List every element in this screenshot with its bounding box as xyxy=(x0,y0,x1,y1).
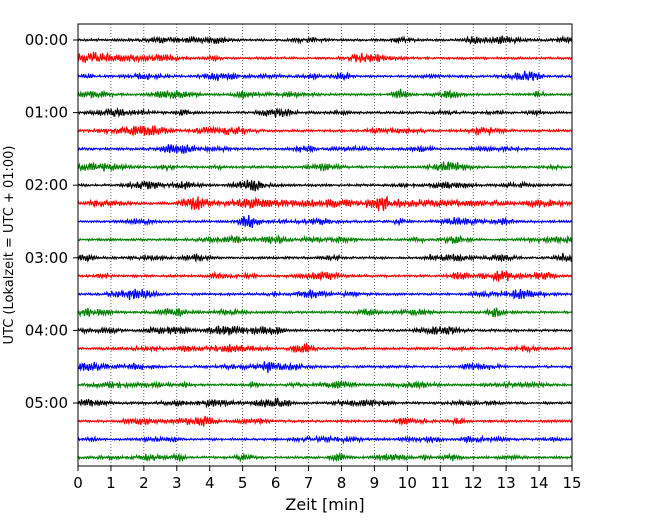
x-tick-label: 14 xyxy=(530,474,549,492)
seismogram-trace xyxy=(77,194,573,212)
seismogram-trace xyxy=(77,397,573,409)
x-tick-label: 7 xyxy=(304,474,314,492)
seismogram-trace xyxy=(77,234,573,245)
seismogram-trace xyxy=(77,144,573,155)
seismogram-trace xyxy=(77,270,573,283)
seismogram-traces xyxy=(77,34,573,463)
seismogram-trace xyxy=(77,161,573,173)
x-tick-label: 15 xyxy=(562,474,581,492)
x-tick-label: 2 xyxy=(139,474,149,492)
y-tick-label: 00:00 xyxy=(25,31,68,49)
x-tick-label: 0 xyxy=(73,474,83,492)
seismogram-trace xyxy=(77,415,573,427)
y-tick-label: 02:00 xyxy=(25,176,68,194)
x-tick-label: 5 xyxy=(238,474,248,492)
seismogram-trace xyxy=(77,125,573,138)
x-tick-label: 12 xyxy=(464,474,483,492)
seismogram-trace xyxy=(77,325,573,336)
seismogram-trace xyxy=(77,51,573,64)
seismogram-trace xyxy=(77,288,573,301)
x-tick-label: 13 xyxy=(497,474,516,492)
seismogram-trace xyxy=(77,307,573,318)
seismogram-trace xyxy=(77,106,573,119)
x-axis-label: Zeit [min] xyxy=(285,495,364,514)
x-tick-label: 11 xyxy=(431,474,450,492)
x-tick-label: 9 xyxy=(370,474,380,492)
x-tick-label: 6 xyxy=(271,474,281,492)
x-tick-label: 8 xyxy=(337,474,347,492)
seismogram-trace xyxy=(77,451,573,463)
seismogram-trace xyxy=(77,252,573,264)
seismogram-trace xyxy=(77,434,573,445)
seismogram-trace xyxy=(77,215,573,229)
y-tick-label: 03:00 xyxy=(25,249,68,267)
y-tick-label: 01:00 xyxy=(25,104,68,122)
x-tick-label: 4 xyxy=(205,474,215,492)
y-axis-label: UTC (Lokalzeit = UTC + 01:00) xyxy=(2,146,17,345)
x-tick-label: 1 xyxy=(106,474,116,492)
plot-frame xyxy=(77,23,573,467)
seismogram-trace xyxy=(77,179,573,192)
seismogram-trace xyxy=(77,342,573,354)
seismogram-trace xyxy=(77,70,573,82)
x-tick-label: 3 xyxy=(172,474,182,492)
seismogram-trace xyxy=(77,379,573,390)
seismogram-trace xyxy=(77,88,573,100)
seismogram-trace xyxy=(77,361,573,373)
y-tick-label: 04:00 xyxy=(25,321,68,339)
seismogram-trace xyxy=(77,34,573,46)
y-axis-ticks: 00:00 01:00 02:00 03:00 04:00 05:00 xyxy=(25,31,78,412)
x-tick-label: 10 xyxy=(398,474,417,492)
y-tick-label: 05:00 xyxy=(25,394,68,412)
x-axis-ticks: 0 1 2 3 4 5 6 7 8 9 10 11 12 13 14 15 xyxy=(73,466,582,492)
